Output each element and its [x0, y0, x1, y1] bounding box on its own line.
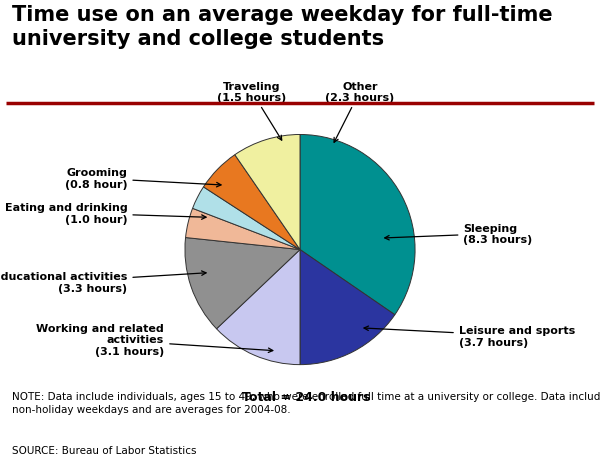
Wedge shape	[300, 135, 415, 315]
Text: Time use on an average weekday for full-time
university and college students: Time use on an average weekday for full-…	[12, 5, 553, 50]
Text: Eating and drinking
(1.0 hour): Eating and drinking (1.0 hour)	[5, 202, 206, 224]
Wedge shape	[217, 250, 300, 365]
Text: Leisure and sports
(3.7 hours): Leisure and sports (3.7 hours)	[364, 325, 575, 347]
Text: Working and related
activities
(3.1 hours): Working and related activities (3.1 hour…	[37, 323, 273, 356]
Text: Other
(2.3 hours): Other (2.3 hours)	[325, 81, 394, 143]
Text: NOTE: Data include individuals, ages 15 to 49, who were enrolled full time at a : NOTE: Data include individuals, ages 15 …	[12, 391, 600, 414]
Wedge shape	[193, 188, 300, 250]
Wedge shape	[185, 209, 300, 250]
Wedge shape	[235, 135, 300, 250]
Text: Total = 24.0 hours: Total = 24.0 hours	[242, 390, 370, 403]
Text: Sleeping
(8.3 hours): Sleeping (8.3 hours)	[385, 223, 533, 245]
Text: Traveling
(1.5 hours): Traveling (1.5 hours)	[217, 81, 286, 141]
Wedge shape	[203, 156, 300, 250]
Text: Grooming
(0.8 hour): Grooming (0.8 hour)	[65, 168, 221, 190]
Wedge shape	[300, 250, 395, 365]
Wedge shape	[185, 238, 300, 329]
Text: Educational activities
(3.3 hours): Educational activities (3.3 hours)	[0, 271, 206, 293]
Text: SOURCE: Bureau of Labor Statistics: SOURCE: Bureau of Labor Statistics	[12, 445, 197, 455]
